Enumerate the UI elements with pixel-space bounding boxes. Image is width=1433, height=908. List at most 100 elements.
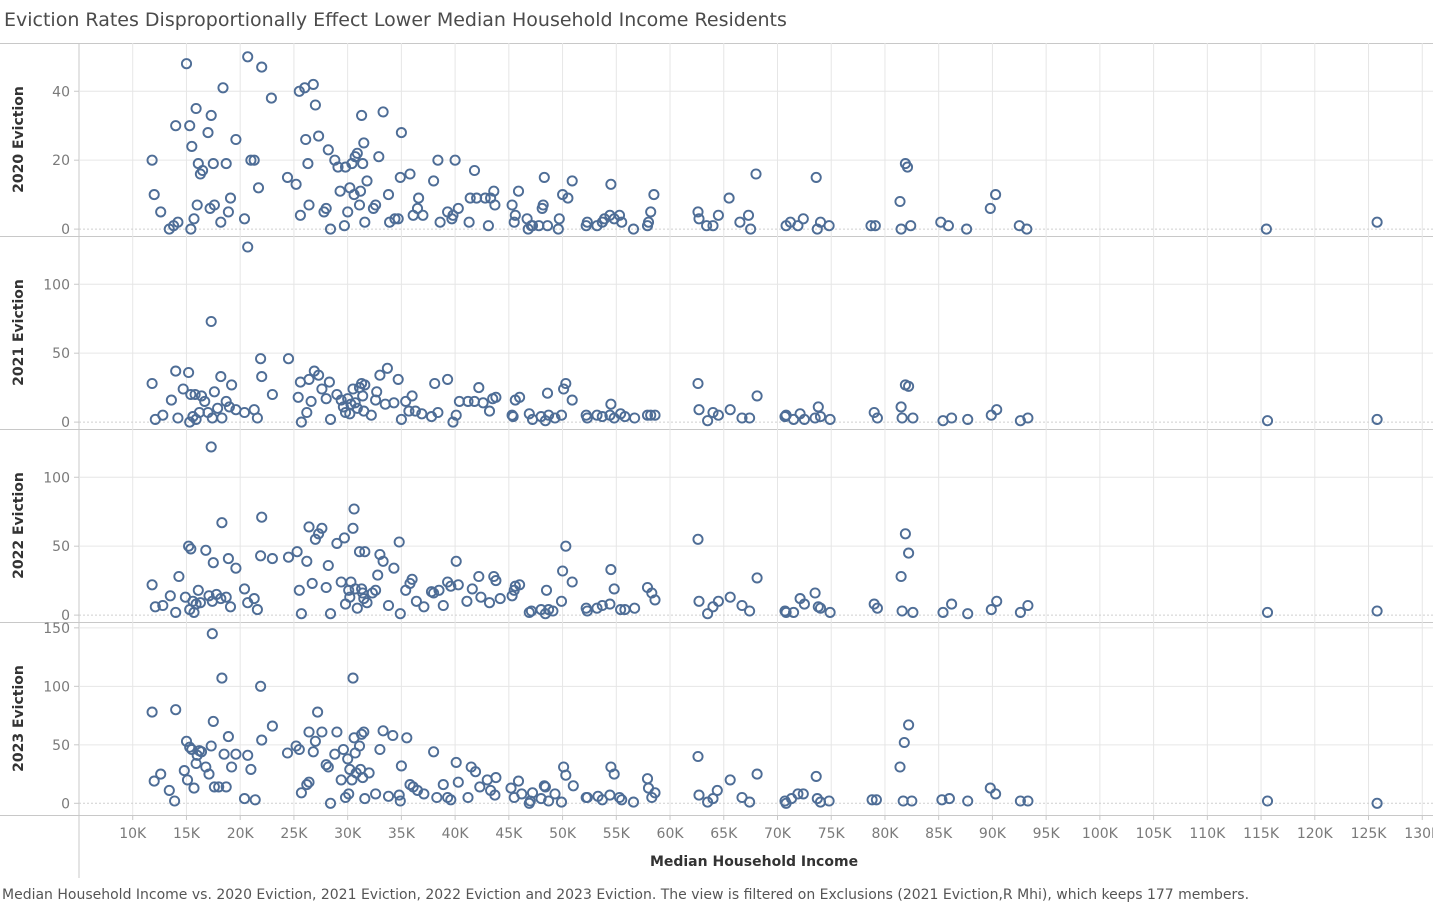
data-point <box>736 599 748 612</box>
data-point <box>335 576 347 588</box>
data-point <box>936 794 948 806</box>
data-point <box>349 397 361 409</box>
x-tick-label: 60K <box>657 826 685 842</box>
data-point <box>303 521 315 533</box>
data-point <box>814 602 827 614</box>
panel-4: 0 50 100 150 2023 Eviction <box>0 621 1433 816</box>
data-point <box>649 594 661 606</box>
data-point <box>245 763 257 775</box>
data-point <box>187 595 199 607</box>
data-point <box>354 185 367 197</box>
data-point <box>256 734 268 746</box>
data-point <box>1261 606 1274 618</box>
data-point <box>178 765 190 777</box>
data-point <box>509 209 521 221</box>
data-point <box>295 787 307 799</box>
data-point <box>1022 795 1034 807</box>
data-point <box>295 608 307 620</box>
data-point <box>868 406 880 419</box>
data-point <box>418 601 430 613</box>
y-tick-label: 100 <box>43 679 70 695</box>
data-point <box>180 58 193 70</box>
data-point <box>218 748 230 760</box>
data-point <box>394 171 406 183</box>
data-point <box>200 544 212 556</box>
data-point <box>903 380 915 392</box>
data-point <box>320 393 332 405</box>
data-point <box>188 213 200 225</box>
data-point <box>535 793 547 805</box>
data-point <box>164 590 176 602</box>
data-point <box>895 570 907 583</box>
data-point <box>780 606 792 618</box>
data-point <box>1022 599 1034 612</box>
data-point <box>324 608 337 620</box>
data-point <box>215 371 227 383</box>
data-point <box>468 164 481 177</box>
data-point <box>266 553 278 565</box>
data-point <box>985 604 997 616</box>
data-point <box>309 99 321 111</box>
data-point <box>381 362 393 374</box>
data-point <box>541 387 554 399</box>
data-point <box>185 388 197 401</box>
data-point <box>230 133 242 146</box>
data-point <box>220 395 232 407</box>
y-tick-label: 50 <box>52 346 70 362</box>
data-point <box>724 591 736 603</box>
data-point <box>906 795 918 807</box>
data-point <box>394 608 406 620</box>
data-point <box>281 747 294 759</box>
data-point <box>549 788 561 800</box>
data-point <box>507 411 519 423</box>
data-point <box>208 386 220 398</box>
data-point <box>307 78 319 90</box>
data-point <box>207 158 219 170</box>
data-point <box>184 120 196 132</box>
data-point <box>255 353 267 365</box>
data-point <box>374 743 386 756</box>
data-point <box>692 377 704 390</box>
data-point <box>394 795 406 807</box>
data-point <box>798 413 810 425</box>
data-point <box>392 373 404 385</box>
data-point <box>181 774 194 786</box>
data-point <box>401 732 413 744</box>
data-point <box>445 794 457 806</box>
y-tick-label: 50 <box>52 738 70 754</box>
data-point <box>252 182 265 194</box>
data-point <box>712 409 724 421</box>
data-point <box>985 409 997 421</box>
data-point <box>409 405 421 417</box>
data-point <box>183 366 195 379</box>
x-axis: 10K 15K 20K 25K 30K 35K 40K 45K 50K 55K 60K 65K 70K 7… <box>119 815 1433 842</box>
data-point <box>538 780 550 792</box>
data-point <box>146 154 158 166</box>
y-axis-label: 2022 Eviction <box>11 472 27 579</box>
data-point <box>452 776 464 788</box>
data-point <box>477 397 489 409</box>
data-point <box>169 795 181 807</box>
data-point <box>223 401 235 413</box>
data-point <box>322 559 334 572</box>
data-point <box>208 781 220 793</box>
data-point <box>605 564 617 576</box>
data-point <box>248 593 260 605</box>
data-point <box>230 562 242 574</box>
data-point <box>712 595 724 607</box>
data-point <box>516 788 528 800</box>
data-point <box>222 553 234 565</box>
data-point <box>701 220 713 232</box>
data-point <box>395 127 407 139</box>
data-point <box>560 769 572 781</box>
data-point <box>555 595 568 607</box>
data-point <box>293 743 305 756</box>
data-point <box>693 404 705 416</box>
data-point <box>170 120 182 132</box>
data-point <box>188 782 200 794</box>
data-point <box>344 591 356 603</box>
data-point <box>312 706 324 718</box>
data-point <box>301 779 313 791</box>
data-point <box>428 175 440 187</box>
data-point <box>428 587 440 599</box>
